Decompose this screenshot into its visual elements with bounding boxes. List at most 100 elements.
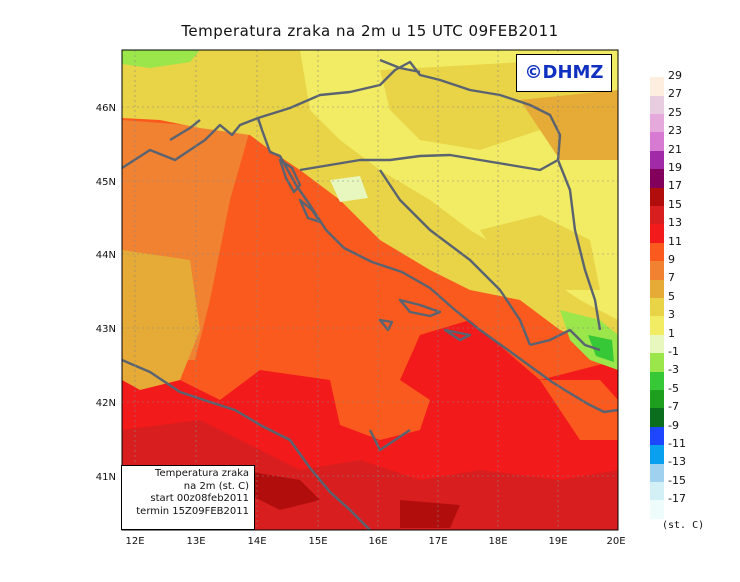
- legend-swatch: [650, 481, 664, 501]
- legend-label: 29: [668, 69, 682, 82]
- legend-label: -17: [668, 492, 686, 506]
- legend-label: 21: [668, 142, 682, 156]
- legend-swatch: [650, 77, 664, 96]
- forecast-info-box: Temperatura zraka na 2m (st. C) start 00…: [121, 465, 255, 530]
- dhmz-logo: ©DHMZ: [516, 54, 612, 92]
- legend-swatch: [650, 297, 664, 317]
- legend-label: 17: [668, 179, 682, 193]
- x-tick-label: 16E: [368, 536, 387, 547]
- legend-swatch: [650, 334, 664, 354]
- y-tick-label: 43N: [96, 324, 116, 335]
- legend-label: -15: [668, 473, 686, 487]
- legend-item: -1: [650, 344, 720, 372]
- legend-label: 13: [668, 216, 682, 230]
- y-tick-label: 46N: [96, 103, 116, 114]
- legend-item: 1: [650, 326, 720, 354]
- y-tick-label: 44N: [96, 250, 116, 261]
- legend-item: -9: [650, 418, 720, 446]
- legend-item: 21: [650, 142, 720, 170]
- legend-swatch: [650, 224, 664, 243]
- legend-item: 23: [650, 123, 720, 151]
- legend-item: 29: [650, 68, 720, 96]
- legend-label: -7: [668, 400, 679, 414]
- legend-item: 5: [650, 289, 720, 317]
- map-title: Temperatura zraka na 2m u 15 UTC 09FEB20…: [181, 22, 559, 40]
- legend-label: 7: [668, 271, 675, 285]
- legend-item: 19: [650, 160, 720, 188]
- x-tick-label: 14E: [247, 536, 266, 547]
- legend-label: -13: [668, 455, 686, 469]
- legend-swatch: [650, 389, 664, 409]
- legend-label: 1: [668, 326, 675, 340]
- legend-swatch: [650, 205, 664, 225]
- legend-swatch: [650, 445, 664, 464]
- legend-unit: (st. C): [662, 520, 705, 531]
- info-line-unit: na 2m (st. C): [183, 480, 249, 492]
- info-line-start: start 00z08feb2011: [150, 493, 249, 504]
- legend-item: -3: [650, 362, 720, 390]
- legend-swatch: [650, 150, 664, 170]
- legend-swatch: [650, 169, 664, 188]
- legend-item: 9: [650, 252, 720, 280]
- legend-swatch: [650, 132, 664, 151]
- legend-label: -11: [668, 437, 686, 450]
- info-line-variable: Temperatura zraka: [155, 468, 249, 479]
- legend-label: 5: [668, 289, 675, 303]
- x-axis-ticks: 12E 13E 14E 15E 16E 17E 18E 19E 20E: [125, 536, 625, 547]
- legend-swatch: [650, 187, 664, 206]
- legend-item: 13: [650, 215, 720, 243]
- legend-swatch: [650, 316, 664, 335]
- legend-item: 11: [650, 234, 720, 262]
- legend-label: 25: [668, 105, 682, 119]
- legend-item: 7: [650, 270, 720, 298]
- legend-label: -3: [668, 363, 679, 377]
- legend-label: 9: [668, 253, 675, 266]
- map-frame: [121, 49, 619, 531]
- legend-swatch: [650, 463, 664, 482]
- x-tick-label: 13E: [186, 536, 205, 547]
- legend-item: 25: [650, 105, 720, 133]
- legend-swatch: [650, 353, 664, 372]
- legend-label: 15: [668, 197, 682, 211]
- legend-item: -15: [650, 473, 720, 501]
- legend-item: 27: [650, 86, 720, 114]
- legend-label: -1: [668, 345, 679, 358]
- info-line-termin: termin 15Z09FEB2011: [136, 505, 249, 517]
- coastline-lines: [122, 58, 618, 530]
- legend-item: -5: [650, 381, 720, 409]
- legend-item: -17: [650, 491, 720, 519]
- legend-swatch: [650, 242, 664, 262]
- legend-swatch: [650, 261, 664, 280]
- x-tick-label: 15E: [308, 536, 327, 547]
- legend-item: 3: [650, 307, 720, 335]
- legend-swatch: [650, 371, 664, 390]
- y-axis-ticks: 46N 45N 44N 43N 42N 41N: [96, 103, 116, 483]
- y-tick-label: 42N: [96, 398, 116, 409]
- legend-swatch: [650, 500, 664, 519]
- legend-swatch: [650, 408, 664, 427]
- legend-item: 17: [650, 178, 720, 206]
- x-tick-label: 20E: [606, 536, 625, 547]
- legend-swatch: [650, 426, 664, 446]
- x-tick-label: 12E: [125, 536, 144, 547]
- legend-swatch: [650, 279, 664, 298]
- legend-swatch: [650, 113, 664, 133]
- x-tick-label: 19E: [548, 536, 567, 547]
- legend-label: -9: [668, 418, 679, 432]
- legend-item: 15: [650, 197, 720, 225]
- legend-label: 3: [668, 308, 675, 322]
- legend-label: 19: [668, 161, 682, 174]
- x-tick-label: 18E: [488, 536, 507, 547]
- legend-label: 27: [668, 87, 682, 101]
- legend-label: -5: [668, 381, 679, 395]
- y-tick-label: 41N: [96, 472, 116, 483]
- y-tick-label: 45N: [96, 177, 116, 188]
- legend-item: -11: [650, 436, 720, 464]
- legend-swatch: [650, 95, 664, 114]
- gridlines: [122, 50, 618, 530]
- legend-label: 23: [668, 124, 682, 138]
- x-tick-label: 17E: [428, 536, 447, 547]
- legend-label: 11: [668, 234, 682, 248]
- legend-item: -7: [650, 399, 720, 427]
